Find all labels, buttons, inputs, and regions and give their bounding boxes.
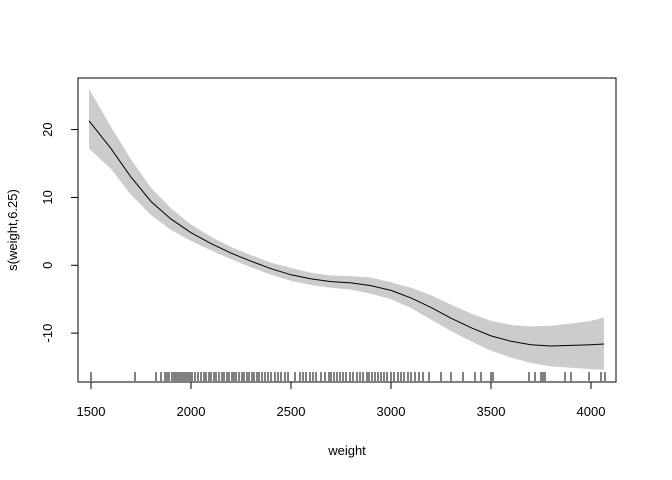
confidence-band (89, 88, 604, 370)
x-tick-label: 2500 (277, 404, 306, 419)
x-tick-label: 2000 (177, 404, 206, 419)
x-axis-title: weight (327, 443, 366, 458)
x-tick-label: 4000 (577, 404, 606, 419)
x-tick-label: 1500 (77, 404, 106, 419)
x-axis: 1500 2000 2500 3000 3500 4000 (77, 381, 606, 419)
y-axis: -10 0 10 20 (40, 122, 79, 343)
rug-layer (90, 372, 606, 381)
x-tick-label: 3500 (477, 404, 506, 419)
smooth-line-layer (88, 120, 605, 347)
smooth-line (88, 120, 605, 347)
confidence-band-layer (89, 88, 604, 370)
y-tick-label: 0 (40, 262, 55, 269)
x-tick-label: 3000 (377, 404, 406, 419)
y-tick-label: 10 (40, 190, 55, 204)
y-tick-label: 20 (40, 122, 55, 136)
y-axis-title: s(weight,6.25) (5, 189, 20, 271)
y-tick-label: -10 (40, 324, 55, 343)
